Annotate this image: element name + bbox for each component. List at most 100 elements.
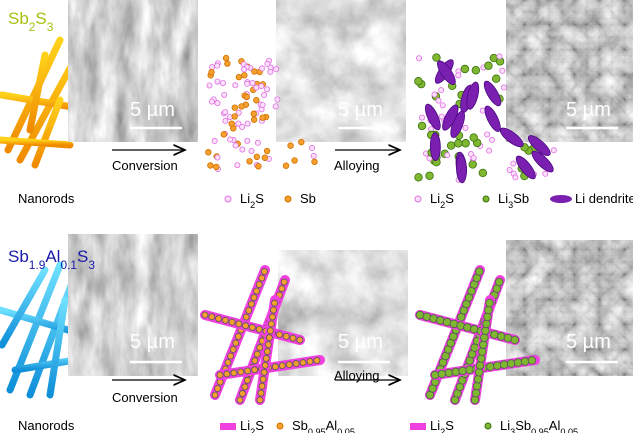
particle (251, 68, 258, 75)
particle (425, 171, 434, 180)
legend-symbol (410, 423, 426, 430)
particle (213, 163, 220, 171)
particle (261, 154, 269, 161)
step-label: Alloying (334, 368, 380, 383)
particle (258, 274, 266, 282)
subscript: 2 (440, 200, 445, 210)
particle (234, 162, 241, 169)
subscript: 3 (510, 427, 515, 433)
particle (439, 102, 446, 109)
particle (232, 82, 239, 89)
particle (500, 360, 509, 369)
particle (245, 307, 253, 314)
particle (272, 103, 279, 110)
particle (234, 333, 242, 340)
particle (253, 350, 261, 358)
particle (416, 55, 423, 62)
particle (255, 281, 263, 288)
particle (214, 154, 221, 161)
legend-label: Li3Sb0.95Al0.05 (500, 418, 578, 433)
particle (490, 330, 499, 339)
particle (291, 157, 298, 164)
particle (513, 358, 523, 367)
particle (292, 360, 300, 367)
particle (495, 277, 504, 287)
particle (246, 158, 253, 165)
particle (478, 168, 488, 178)
particle (235, 120, 242, 127)
li-dendrite (527, 135, 551, 157)
start-label: Nanorods (18, 418, 75, 433)
particle (414, 173, 423, 182)
particle (264, 341, 272, 349)
formula-part: Sb (513, 191, 529, 206)
formula-part: Li (240, 418, 250, 433)
subscript: 2 (29, 20, 36, 34)
particle (253, 84, 260, 91)
particle (442, 317, 452, 327)
particle (264, 60, 271, 67)
particle (461, 139, 470, 148)
particle (219, 80, 226, 87)
particle (484, 131, 491, 138)
particle (469, 325, 479, 334)
particle (278, 362, 286, 370)
legend-label: Li2S (240, 418, 264, 433)
particle (480, 333, 489, 342)
formula-part: Al (326, 418, 338, 433)
particle (260, 368, 268, 376)
particle (527, 356, 537, 365)
particle (483, 312, 492, 322)
particle (469, 133, 478, 142)
particle (237, 368, 245, 376)
formula-part: Li (240, 191, 250, 206)
particle (227, 352, 234, 360)
particle (250, 116, 258, 123)
legend-symbol (550, 195, 572, 203)
particle (248, 147, 255, 154)
particle (256, 344, 264, 351)
particle (418, 114, 425, 121)
particle (437, 369, 447, 379)
particle (287, 142, 294, 149)
particle (254, 139, 261, 146)
particle (261, 361, 269, 369)
particle (230, 369, 238, 377)
li-dendrite (515, 155, 536, 180)
scale-bar-label: 5 µm (130, 331, 175, 353)
formula-part: S (255, 418, 264, 433)
subscript: 0.95 (531, 427, 549, 433)
particle (486, 147, 493, 154)
subscript: 0.95 (308, 427, 326, 433)
particle (512, 174, 519, 181)
particle (296, 336, 304, 344)
panel-title: Sb1.9Al0.1S3 (8, 247, 95, 272)
panel-title: Sb2S3 (8, 9, 54, 34)
li-dendrite (424, 103, 441, 131)
formula-part: S (445, 418, 454, 433)
legend-symbol (224, 195, 232, 203)
particle (444, 152, 451, 159)
particle (485, 298, 494, 308)
particle (235, 109, 242, 116)
particle (243, 376, 251, 384)
particle (258, 83, 265, 90)
particle (430, 370, 440, 380)
particle (417, 121, 427, 131)
particle (542, 170, 549, 177)
particle (306, 358, 314, 365)
particle (241, 72, 248, 79)
particle (260, 268, 268, 275)
particle (243, 93, 250, 101)
particle (207, 162, 214, 169)
particle (435, 97, 442, 104)
particle (280, 278, 288, 286)
subscript: 2 (250, 427, 255, 433)
subscript: 0.05 (560, 427, 578, 433)
formula-part: Sb (515, 418, 531, 433)
subscript: 1.9 (29, 258, 46, 272)
particle (239, 123, 246, 130)
particle (491, 74, 501, 83)
particle (231, 104, 239, 111)
particle (499, 67, 506, 74)
